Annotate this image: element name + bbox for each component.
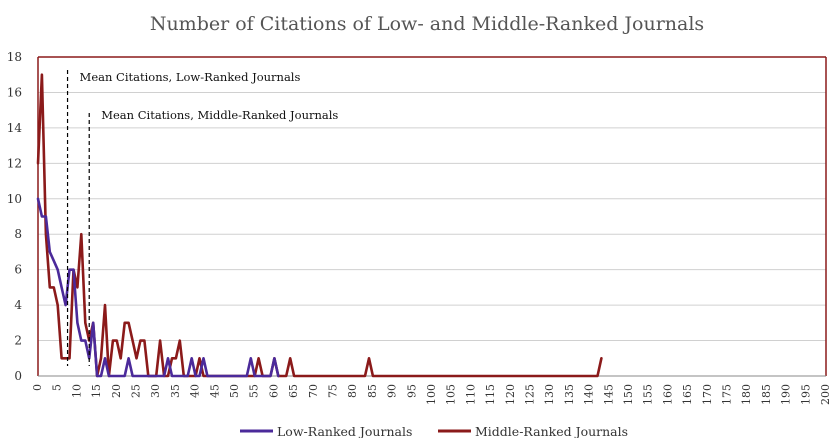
x-tick-label: 100 (425, 384, 438, 405)
y-tick-label: 6 (14, 263, 22, 277)
x-tick-label: 190 (780, 384, 793, 405)
x-tick-label: 115 (484, 384, 497, 405)
x-axis-ticks: 0 5 10 15 20 25 30 35 40 45 50 55 60 65 70 75 80 85 90 95 10… (31, 384, 829, 405)
y-tick-label: 16 (7, 85, 22, 99)
x-tick-label: 180 (740, 384, 753, 405)
x-tick-label: 125 (524, 384, 537, 405)
x-tick-label: 110 (464, 384, 477, 405)
x-tick-label: 165 (681, 384, 694, 405)
y-tick-label: 14 (7, 121, 23, 135)
x-tick-label: 195 (799, 384, 812, 405)
x-tick-label: 5 (51, 384, 64, 391)
x-tick-label: 25 (130, 384, 143, 398)
x-tick-label: 60 (267, 384, 280, 398)
x-tick-label: 75 (327, 384, 340, 398)
x-tick-label: 145 (602, 384, 615, 405)
x-tick-label: 85 (366, 384, 379, 398)
x-tick-label: 40 (189, 384, 202, 398)
x-tick-label: 160 (661, 384, 674, 405)
x-tick-label: 105 (445, 384, 458, 405)
mean-label-1: Mean Citations, Middle-Ranked Journals (101, 108, 338, 122)
gridlines (37, 56, 827, 377)
x-tick-label: 10 (70, 384, 83, 398)
series-line-1 (36, 73, 603, 378)
x-tick-label: 170 (701, 384, 714, 405)
mean-annotations: Mean Citations, Low-Ranked Journals Mean … (66, 70, 338, 366)
x-tick-label: 0 (31, 384, 44, 391)
chart-title: Number of Citations of Low- and Middle-R… (150, 13, 704, 35)
x-tick-label: 135 (563, 384, 576, 405)
x-tick-label: 95 (405, 384, 418, 398)
x-tick-label: 20 (110, 384, 123, 398)
x-tick-label: 90 (386, 384, 399, 398)
legend-label-1: Middle-Ranked Journals (475, 424, 628, 438)
y-axis-ticks: 0 2 4 6 8 10 12 14 16 18 (7, 50, 23, 383)
x-tick-label: 70 (307, 384, 320, 398)
x-tick-label: 35 (169, 384, 182, 398)
mean-label-0: Mean Citations, Low-Ranked Journals (80, 70, 301, 84)
y-tick-label: 8 (14, 227, 22, 241)
x-tick-label: 80 (346, 384, 359, 398)
x-tick-label: 150 (622, 384, 635, 405)
y-tick-label: 2 (14, 334, 22, 348)
legend: Low-Ranked Journals Middle-Ranked Journal… (240, 424, 628, 438)
x-tick-label: 30 (149, 384, 162, 398)
y-tick-label: 4 (14, 298, 22, 312)
x-tick-label: 45 (208, 384, 221, 398)
x-tick-label: 140 (583, 384, 596, 405)
series-lines (36, 73, 603, 378)
x-tick-label: 200 (819, 384, 829, 405)
x-tick-label: 185 (760, 384, 773, 405)
x-tick-label: 175 (721, 384, 734, 405)
y-tick-label: 18 (7, 50, 22, 64)
x-tick-label: 130 (543, 384, 556, 405)
x-tick-label: 50 (228, 384, 241, 398)
y-tick-label: 0 (14, 369, 22, 383)
y-tick-label: 12 (7, 156, 22, 170)
x-tick-label: 65 (287, 384, 300, 398)
y-tick-label: 10 (7, 192, 22, 206)
legend-label-0: Low-Ranked Journals (277, 424, 412, 438)
x-tick-label: 120 (504, 384, 517, 405)
x-tick-label: 55 (248, 384, 261, 398)
x-tick-label: 15 (90, 384, 103, 398)
x-tick-label: 155 (642, 384, 655, 405)
series-line-0 (36, 197, 280, 378)
